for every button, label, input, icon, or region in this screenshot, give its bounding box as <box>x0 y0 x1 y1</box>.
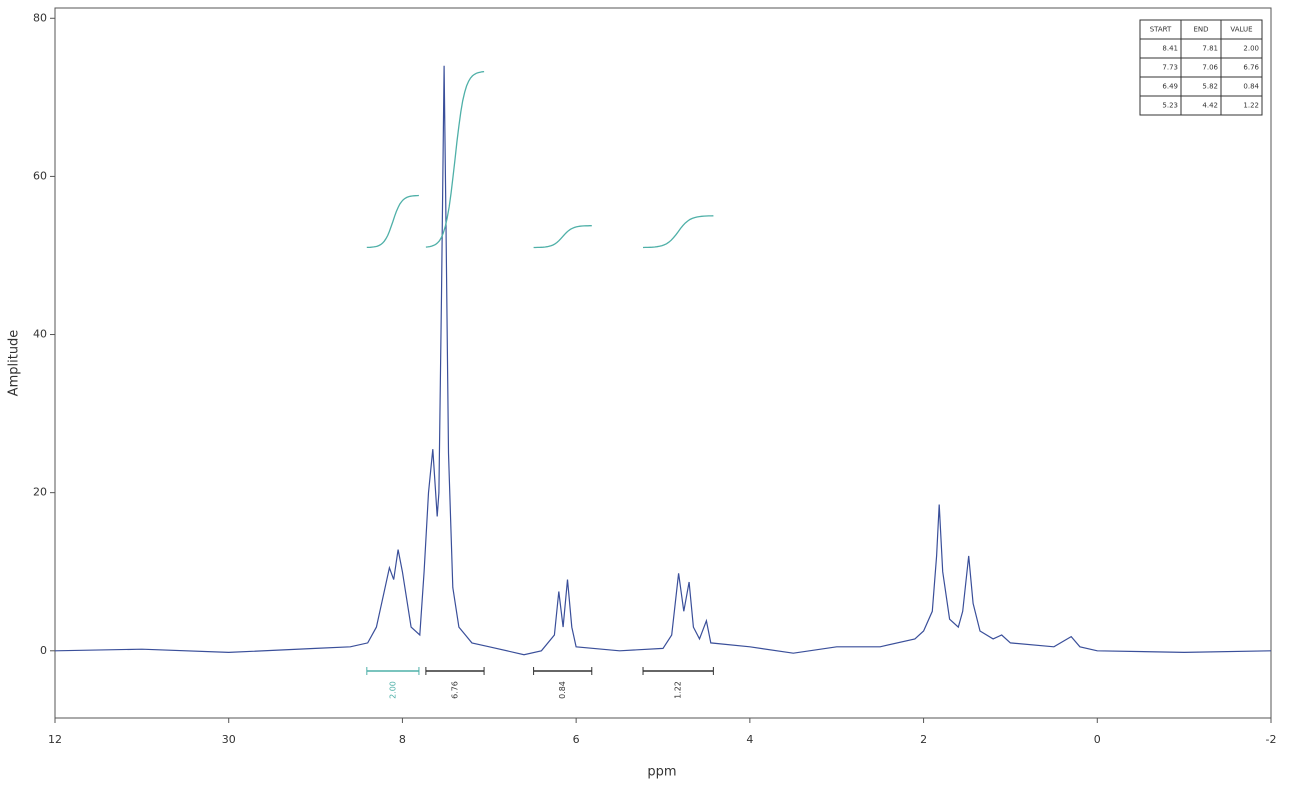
y-tick-label: 0 <box>40 644 47 657</box>
x-axis-label: ppm <box>647 765 676 780</box>
y-axis-label: Amplitude <box>7 330 22 397</box>
integral-curve <box>425 70 485 248</box>
table-cell: 5.82 <box>1202 83 1218 91</box>
table-cell: 4.42 <box>1202 102 1218 110</box>
integral-label: 6.76 <box>450 681 459 699</box>
x-tick-label: 6 <box>573 733 580 746</box>
y-tick-label: 60 <box>33 169 47 182</box>
plot-frame <box>54 7 1272 719</box>
table-cell: 7.06 <box>1202 64 1218 72</box>
integral-curve <box>366 194 419 249</box>
x-tick-label: 2 <box>920 733 927 746</box>
table-cell: 5.23 <box>1162 102 1178 110</box>
x-tick-label: 8 <box>399 733 406 746</box>
table-header: END <box>1193 26 1208 34</box>
table-header: START <box>1150 26 1172 34</box>
spectrum-line <box>54 65 1272 656</box>
table-cell: 6.49 <box>1162 83 1178 91</box>
table-cell: 1.22 <box>1243 102 1259 110</box>
table-cell: 7.81 <box>1202 45 1218 53</box>
y-tick-label: 40 <box>33 328 47 341</box>
y-tick-label: 20 <box>33 486 47 499</box>
integral-label: 2.00 <box>388 681 397 699</box>
x-tick-label: 0 <box>1094 733 1101 746</box>
table-cell: 0.84 <box>1243 83 1259 91</box>
y-tick-label: 80 <box>33 11 47 24</box>
x-tick-label: 4 <box>746 733 753 746</box>
table-frame <box>1139 19 1263 116</box>
x-tick-label: -2 <box>1266 733 1277 746</box>
table-cell: 6.76 <box>1243 64 1259 72</box>
table-header: VALUE <box>1230 26 1252 34</box>
integral-label: 0.84 <box>558 681 567 699</box>
integral-curve <box>642 215 714 249</box>
integral-label: 1.22 <box>674 681 683 699</box>
table-cell: 2.00 <box>1243 45 1259 53</box>
table-cell: 7.73 <box>1162 64 1178 72</box>
x-tick-label: 30 <box>222 733 236 746</box>
integral-curve <box>533 225 592 249</box>
x-tick-label: 12 <box>48 733 62 746</box>
table-cell: 8.41 <box>1162 45 1178 53</box>
